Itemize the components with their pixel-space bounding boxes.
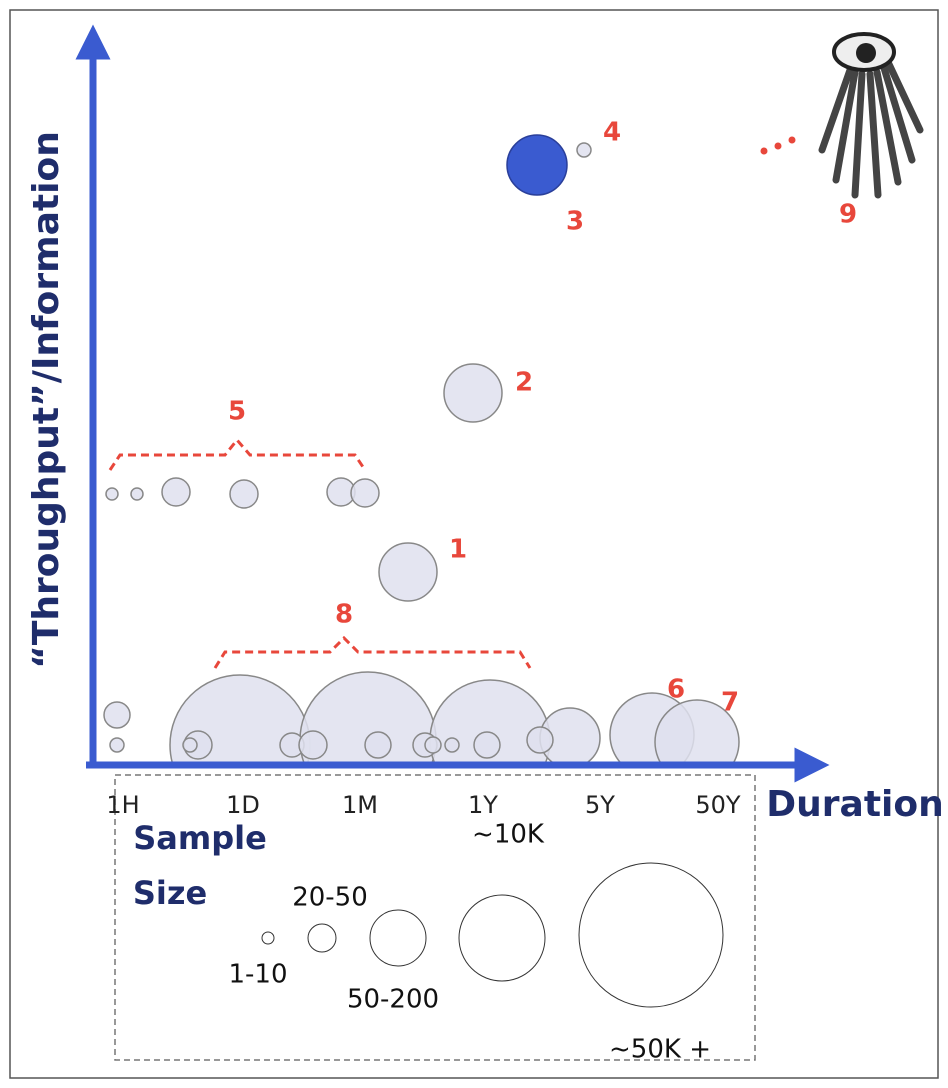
x-tick-label: 1D (226, 791, 260, 819)
page: “Throughput”/Information Duration Sample… (0, 0, 948, 1088)
legend-title: Sample (133, 819, 267, 857)
x-tick-label: 50Y (695, 791, 741, 819)
y-axis-label: “Throughput”/Information (26, 131, 67, 669)
bubble (474, 732, 500, 758)
bubble (110, 738, 124, 752)
bubble (507, 135, 567, 195)
bubble (577, 143, 591, 157)
bubble (131, 488, 143, 500)
point-label: 2 (515, 368, 533, 398)
legend-label: ~50K + (609, 1035, 711, 1065)
bubble (365, 732, 391, 758)
point-label: 8 (335, 600, 353, 630)
x-tick-label: 1Y (468, 791, 498, 819)
bubble (230, 480, 258, 508)
point-label: 9 (839, 200, 857, 230)
point-label: 6 (667, 675, 685, 705)
bubble (183, 738, 197, 752)
bubble (299, 731, 327, 759)
x-tick-label: 1M (342, 791, 378, 819)
point-label: 1 (449, 535, 467, 565)
diagram: “Throughput”/Information Duration Sample… (0, 0, 948, 1088)
bubble (445, 738, 459, 752)
point-label: 5 (228, 397, 246, 427)
point-label: 7 (721, 688, 739, 718)
bubble (379, 543, 437, 601)
legend-label: 20-50 (292, 883, 368, 913)
bubble (444, 364, 502, 422)
bubble (106, 488, 118, 500)
bubble (162, 478, 190, 506)
legend-label: 50-200 (347, 985, 439, 1015)
bubble (527, 727, 553, 753)
bubble (351, 479, 379, 507)
point-label: 4 (603, 118, 621, 148)
point-label: 3 (566, 207, 584, 237)
legend-label: ~10K (472, 820, 545, 850)
x-tick-label: 1H (106, 791, 139, 819)
x-axis-label: Duration (766, 784, 943, 825)
bubble (425, 737, 441, 753)
frame (10, 10, 938, 1078)
bubble (104, 702, 130, 728)
legend-title: Size (133, 874, 207, 912)
legend-label: 1-10 (228, 960, 287, 990)
x-tick-label: 5Y (585, 791, 615, 819)
